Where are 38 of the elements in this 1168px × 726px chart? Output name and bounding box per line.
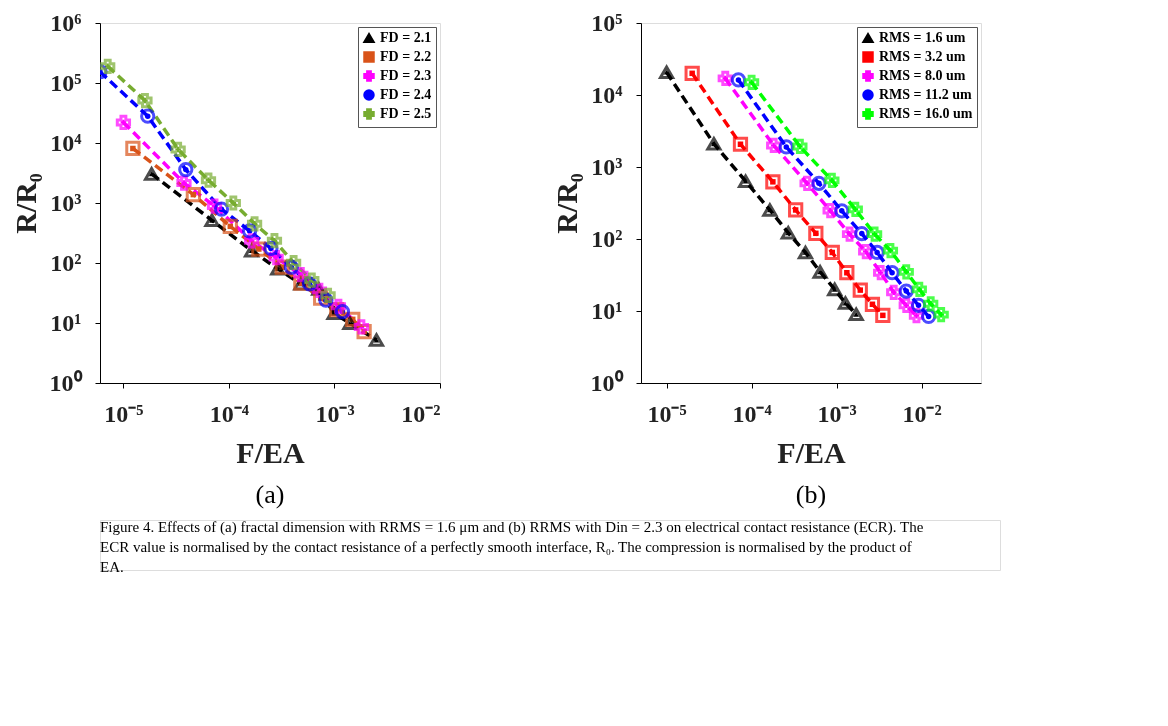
legend-label: RMS = 3.2 um — [879, 49, 966, 64]
legend-label: FD = 2.3 — [380, 68, 432, 83]
legend-label: RMS = 16.0 um — [879, 106, 973, 121]
x-tick-label: 10⁻² — [401, 400, 441, 427]
legend-label: FD = 2.2 — [380, 49, 432, 64]
y-tick-label: 10⁰ — [590, 369, 624, 396]
y-axis-title: R/R₀ — [8, 173, 42, 234]
y-tick-label: 10⁵ — [50, 69, 82, 96]
x-tick-label: 10⁻⁴ — [209, 400, 250, 427]
text: (a) — [255, 480, 285, 509]
y-tick-label: 10¹ — [591, 297, 623, 324]
x-tick-label: 10⁻⁵ — [647, 400, 687, 427]
legend-label: RMS = 11.2 um — [879, 87, 973, 102]
y-tick-label: 10⁴ — [591, 81, 623, 108]
y-tick-label: 10¹ — [50, 309, 82, 336]
y-tick-label: 10³ — [50, 189, 82, 216]
x-tick-label: 10⁻³ — [315, 400, 355, 427]
y-tick-label: 10⁶ — [50, 9, 82, 36]
y-tick-label: 10² — [591, 225, 623, 252]
legend-label: RMS = 8.0 um — [879, 68, 966, 83]
legend-label: FD = 2.1 — [380, 30, 432, 45]
x-tick-label: 10⁻² — [902, 400, 942, 427]
legend-label: RMS = 1.6 um — [879, 30, 966, 45]
legend-label: FD = 2.4 — [380, 87, 432, 102]
y-tick-label: 10⁵ — [591, 9, 623, 36]
x-tick-label: 10⁻⁴ — [732, 400, 772, 427]
legend-label: FD = 2.5 — [380, 106, 432, 121]
y-axis-title: R/R₀ — [549, 173, 583, 234]
x-axis-title: F/EA — [236, 435, 305, 469]
x-tick-label: 10⁻⁵ — [104, 400, 144, 427]
y-tick-label: 10⁴ — [50, 129, 82, 156]
text: (b) — [795, 480, 827, 509]
x-tick-label: 10⁻³ — [817, 400, 857, 427]
x-axis-title: F/EA — [777, 435, 846, 469]
caption: Figure 4. Effects of (a) fractal dimension with RRMS = 1.6 μm and (b) RRMS with Din = 2.3 on electrical contact resistance (ECR). The ECR value is normalised by the contact resistance of a perfectly smooth interface, R₀. The compression is normalised by the product of EA. — [100, 519, 924, 575]
y-tick-label: 10⁰ — [49, 369, 83, 396]
y-tick-label: 10² — [50, 249, 82, 276]
y-tick-label: 10³ — [591, 153, 623, 180]
